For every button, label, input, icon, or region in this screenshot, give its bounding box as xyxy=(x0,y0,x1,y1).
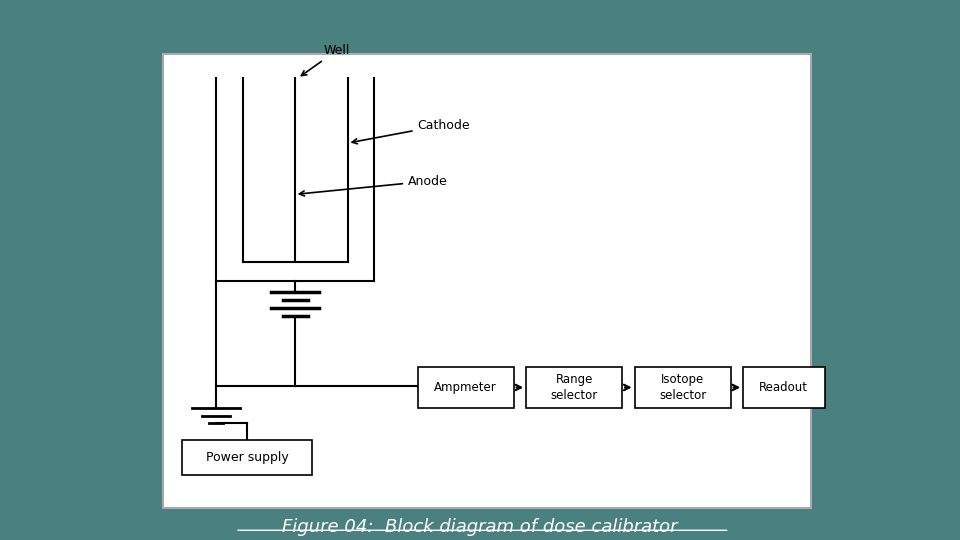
Text: Figure 04:  Block diagram of dose calibrator: Figure 04: Block diagram of dose calibra… xyxy=(282,517,678,536)
Text: Isotope
selector: Isotope selector xyxy=(659,373,707,402)
Text: Cathode: Cathode xyxy=(352,118,470,144)
Text: Well: Well xyxy=(301,44,349,76)
Text: Range
selector: Range selector xyxy=(550,373,598,402)
FancyBboxPatch shape xyxy=(743,367,825,408)
Text: Ampmeter: Ampmeter xyxy=(434,381,497,394)
FancyBboxPatch shape xyxy=(418,367,514,408)
FancyBboxPatch shape xyxy=(163,54,811,508)
Text: Readout: Readout xyxy=(759,381,808,394)
Text: Anode: Anode xyxy=(300,174,447,196)
FancyBboxPatch shape xyxy=(526,367,622,408)
FancyBboxPatch shape xyxy=(182,440,312,475)
Text: Power supply: Power supply xyxy=(205,451,289,464)
FancyBboxPatch shape xyxy=(635,367,731,408)
